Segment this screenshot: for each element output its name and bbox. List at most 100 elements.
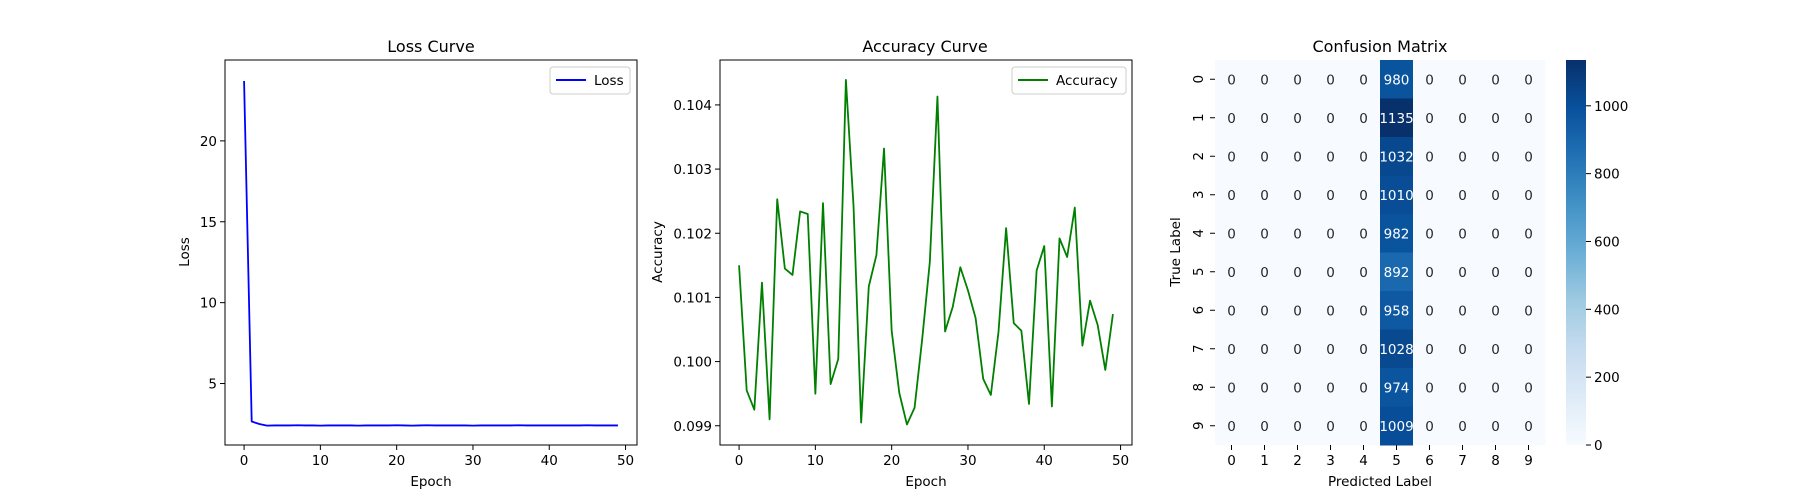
confusion-cell <box>1446 137 1480 176</box>
confusion-cell-value: 0 <box>1458 380 1467 396</box>
confusion-cell <box>1413 137 1447 176</box>
confusion-cell <box>1248 98 1282 138</box>
accuracy-series <box>738 78 1114 426</box>
accuracy-xtick-label: 20 <box>883 453 900 469</box>
confusion-cell <box>1347 329 1381 369</box>
confusion-cell-value: 1032 <box>1379 149 1413 165</box>
confusion-ytick-label: 9 <box>1191 421 1207 430</box>
confusion-xtick-label: 9 <box>1524 453 1533 469</box>
confusion-cell-value: 0 <box>1359 419 1368 435</box>
confusion-cell <box>1479 137 1513 176</box>
accuracy-panel: Accuracy Curve 0 10 20 30 40 50 0.099 0.100 0.10… <box>650 37 1133 490</box>
confusion-cell <box>1248 214 1282 253</box>
confusion-cell <box>1281 214 1315 253</box>
confusion-cell <box>1347 137 1381 176</box>
accuracy-ytick-label: 0.102 <box>673 226 712 242</box>
confusion-cell-value: 0 <box>1359 380 1368 396</box>
confusion-cell <box>1215 329 1249 369</box>
accuracy-line <box>738 78 1114 426</box>
confusion-cell <box>1248 137 1282 176</box>
confusion-cell-value: 0 <box>1425 149 1434 165</box>
confusion-cell-value: 0 <box>1425 72 1434 88</box>
confusion-cell <box>1314 368 1348 407</box>
confusion-cell-value: 0 <box>1293 380 1302 396</box>
confusion-cell-value: 0 <box>1524 380 1533 396</box>
loss-title: Loss Curve <box>387 37 474 56</box>
confusion-xlabel: Predicted Label <box>1328 474 1432 490</box>
confusion-cell-value: 0 <box>1293 226 1302 242</box>
confusion-cell-value: 0 <box>1491 149 1500 165</box>
confusion-cell-value: 0 <box>1425 111 1434 127</box>
confusion-cell-value: 0 <box>1326 149 1335 165</box>
confusion-cell <box>1479 98 1513 138</box>
confusion-xtick-label: 5 <box>1392 453 1401 469</box>
confusion-cell <box>1347 175 1381 215</box>
confusion-ytick-label: 4 <box>1191 229 1207 238</box>
loss-xtick-label: 40 <box>541 453 558 469</box>
confusion-cell <box>1413 98 1447 138</box>
confusion-cell-value: 0 <box>1293 303 1302 319</box>
confusion-cell-value: 0 <box>1425 419 1434 435</box>
confusion-cell-value: 0 <box>1326 72 1335 88</box>
confusion-cell <box>1314 252 1348 292</box>
confusion-xtick-label: 4 <box>1359 453 1368 469</box>
loss-ytick-label: 10 <box>200 296 217 312</box>
confusion-cell <box>1215 291 1249 330</box>
confusion-xtick-label: 1 <box>1260 453 1269 469</box>
accuracy-xtick-label: 40 <box>1036 453 1053 469</box>
confusion-cell <box>1215 252 1249 292</box>
accuracy-title: Accuracy Curve <box>862 37 987 56</box>
loss-line <box>243 81 618 427</box>
confusion-cell <box>1248 60 1282 99</box>
confusion-cell <box>1281 368 1315 407</box>
confusion-cell-value: 0 <box>1458 111 1467 127</box>
confusion-cell-value: 0 <box>1227 342 1236 358</box>
confusion-cell <box>1479 214 1513 253</box>
confusion-cell <box>1281 252 1315 292</box>
confusion-ylabel: True Label <box>1168 217 1184 287</box>
accuracy-legend: Accuracy <box>1011 66 1127 95</box>
confusion-cell <box>1347 252 1381 292</box>
confusion-cell-value: 0 <box>1524 303 1533 319</box>
confusion-ytick-label: 0 <box>1191 75 1207 84</box>
confusion-cell <box>1446 175 1480 215</box>
confusion-cell-value: 0 <box>1326 188 1335 204</box>
confusion-cell-value: 0 <box>1260 149 1269 165</box>
colorbar-gradient <box>1566 60 1586 445</box>
confusion-ytick-label: 2 <box>1191 152 1207 161</box>
confusion-cell-value: 0 <box>1260 419 1269 435</box>
confusion-cell <box>1314 291 1348 330</box>
confusion-cell <box>1413 406 1447 446</box>
confusion-cell <box>1512 214 1546 253</box>
confusion-cell <box>1215 98 1249 138</box>
confusion-cell-value: 982 <box>1384 226 1410 242</box>
confusion-cell-value: 0 <box>1458 149 1467 165</box>
confusion-cell-value: 0 <box>1293 265 1302 281</box>
confusion-cell-value: 0 <box>1491 111 1500 127</box>
loss-axes-frame <box>224 59 638 446</box>
loss-xtick-label: 30 <box>464 453 481 469</box>
confusion-ytick-label: 5 <box>1191 267 1207 276</box>
confusion-cell <box>1413 60 1447 99</box>
confusion-cell-value: 0 <box>1227 149 1236 165</box>
loss-xtick-label: 10 <box>312 453 329 469</box>
confusion-cell <box>1380 137 1414 176</box>
confusion-cell-value: 0 <box>1260 188 1269 204</box>
confusion-cell-value: 0 <box>1425 342 1434 358</box>
confusion-cell-value: 0 <box>1260 72 1269 88</box>
confusion-cell-value: 0 <box>1491 380 1500 396</box>
accuracy-ticks: 0 10 20 30 40 50 0.099 0.100 0.101 0.102 0.103 0.10… <box>673 98 1129 469</box>
confusion-cell-value: 0 <box>1359 72 1368 88</box>
confusion-cell <box>1446 252 1480 292</box>
confusion-cell <box>1248 329 1282 369</box>
confusion-cell-value: 0 <box>1491 342 1500 358</box>
confusion-cell <box>1281 60 1315 99</box>
confusion-cell <box>1248 175 1282 215</box>
accuracy-ytick-label: 0.101 <box>673 290 712 306</box>
accuracy-ytick-label: 0.100 <box>673 355 712 371</box>
confusion-cell-value: 0 <box>1458 303 1467 319</box>
confusion-cell <box>1446 406 1480 446</box>
loss-xtick-label: 0 <box>240 453 249 469</box>
accuracy-xtick-label: 50 <box>1112 453 1129 469</box>
confusion-cell-value: 0 <box>1227 226 1236 242</box>
